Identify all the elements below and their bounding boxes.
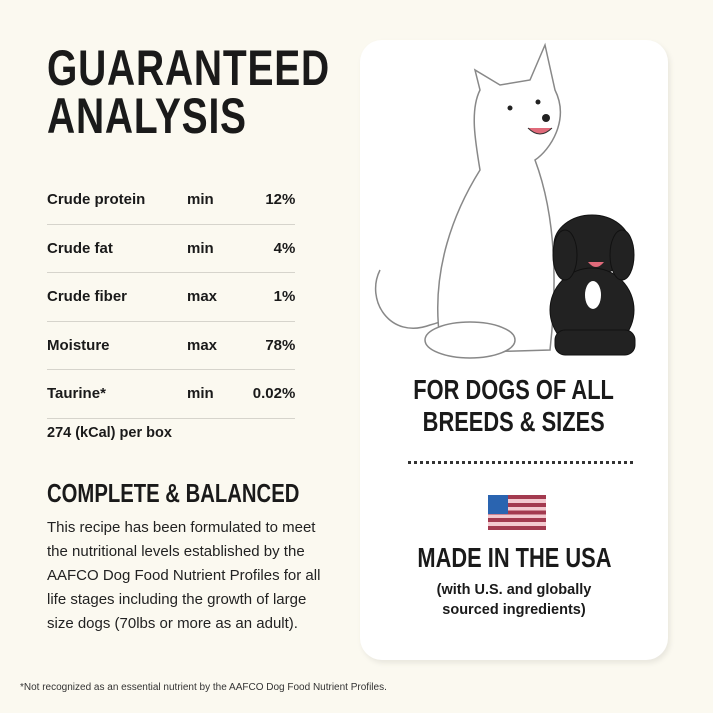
table-row: Taurine* min 0.02% [47,370,295,419]
unit: % [282,191,296,209]
value: 12 [265,191,282,209]
qualifier: min [187,385,214,403]
value: 4 [273,239,282,257]
unit: % [282,239,296,257]
table-row: Crude fat min 4% [47,225,296,273]
table-row: Moisture max 78% [47,322,296,370]
dogs-illustration-icon [374,42,636,359]
value: 0.02 [252,385,282,403]
dotted-divider [408,461,633,464]
page-title: GUARANTEED ANALYSIS [47,40,410,144]
title-line-1: GUARANTEED [47,40,330,96]
info-card: FOR DOGS OF ALL BREEDS & SIZES MADE IN T… [360,40,668,660]
complete-heading: COMPLETE & BALANCED [47,478,300,508]
analysis-table: Crude protein min 12% Crude fat min 4% Crude… [47,176,295,419]
footnote: *Not recognized as an essential nutrient… [20,682,387,693]
subtext-line-1: (with U.S. and globally [436,582,592,598]
qualifier: max [187,288,218,306]
subtext-line-2: sourced ingredients) [442,602,586,618]
unit: % [282,288,296,306]
value: 1 [273,288,282,306]
nutrient: Crude fat [47,239,113,257]
breeds-heading: FOR DOGS OF ALL BREEDS & SIZES [360,374,668,438]
title-line-2: ANALYSIS [47,88,247,144]
unit: % [282,336,296,354]
breeds-line-1: FOR DOGS OF ALL [413,374,615,405]
qualifier: min [187,191,214,209]
value: 78 [265,336,282,354]
unit: % [282,385,296,403]
calories: 274 (kCal) per box [47,425,172,441]
nutrient: Taurine* [47,385,106,403]
complete-text: This recipe has been formulated to meet … [47,519,321,632]
made-in-usa: MADE IN THE USA [416,542,612,573]
nutrient: Crude protein [47,191,146,209]
table-row: Crude protein min 12% [47,176,295,225]
qualifier: min [187,239,214,257]
qualifier: max [187,336,218,354]
us-flag-icon [488,495,546,530]
made-subtext: (with U.S. and globally sourced ingredie… [360,580,668,620]
table-row: Crude fiber max 1% [47,273,295,322]
breeds-line-2: BREEDS & SIZES [422,406,606,437]
nutrient: Crude fiber [47,288,128,306]
nutrient: Moisture [47,336,110,354]
